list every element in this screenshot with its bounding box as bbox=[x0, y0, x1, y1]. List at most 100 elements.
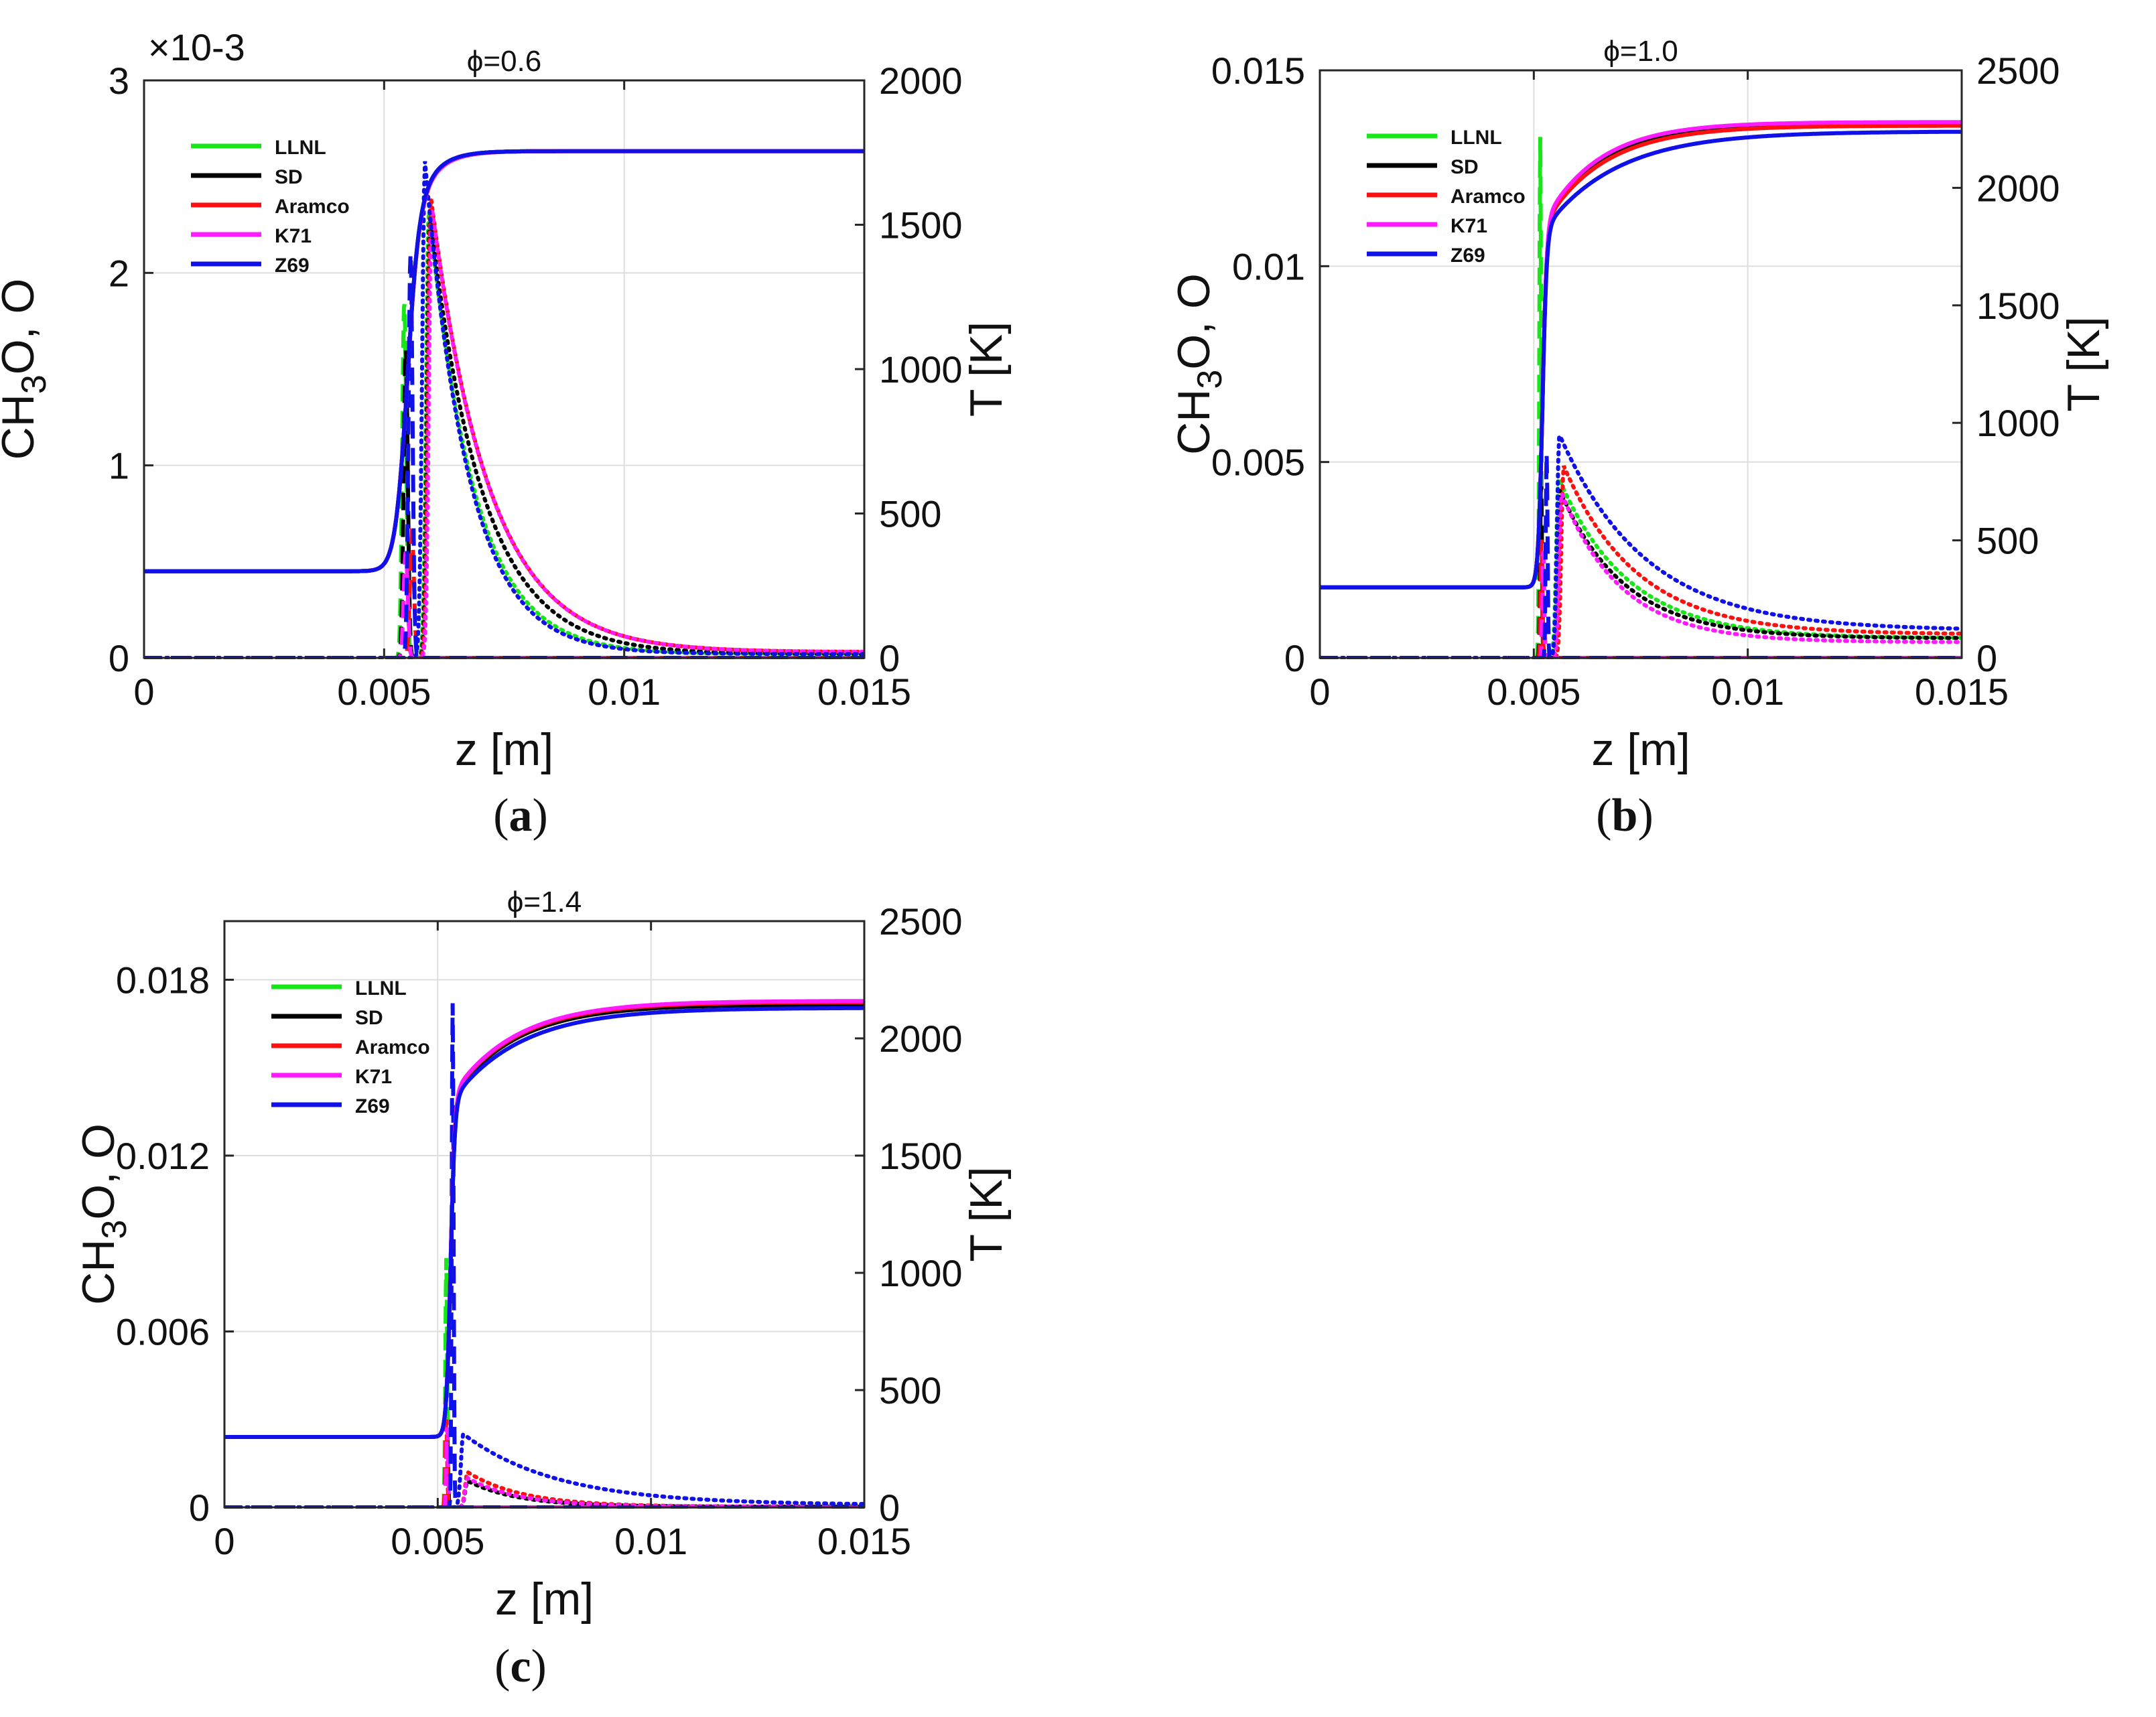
legend-label-z69: Z69 bbox=[1451, 245, 1485, 267]
y-scale-factor: ×10-3 bbox=[148, 26, 245, 68]
legend-label-k71: K71 bbox=[275, 225, 312, 247]
legend-label-llnl: LLNL bbox=[275, 137, 326, 159]
plot-area bbox=[1320, 70, 1962, 658]
panel-caption-paren: ) bbox=[1637, 790, 1653, 841]
y-axis-label-part: O, O bbox=[0, 279, 44, 375]
y2-tick-label: 2500 bbox=[1976, 50, 2060, 92]
legend-label-sd: SD bbox=[275, 166, 303, 188]
x-axis-label: z [m] bbox=[1591, 724, 1690, 775]
ticks: 0 0.005 0.01 0.01500.0060.0120.018050010001… bbox=[116, 900, 963, 1562]
y-tick-label: 0.006 bbox=[116, 1311, 210, 1353]
y2-tick-label: 2000 bbox=[879, 1018, 963, 1060]
x-tick-label: 0.005 bbox=[337, 671, 431, 713]
axes-box bbox=[1319, 69, 1963, 659]
panel-caption-paren: ( bbox=[1596, 790, 1611, 841]
y-tick-label: 3 bbox=[109, 60, 129, 102]
y2-tick-label: 500 bbox=[879, 493, 941, 535]
ticks: 0 0.005 0.01 0.01500.0050.010.0150500100015… bbox=[1211, 50, 2060, 713]
y2-tick-label: 2000 bbox=[879, 60, 963, 102]
chart-title: ϕ=0.6 bbox=[467, 45, 542, 78]
y-axis-label-subscript: 3 bbox=[95, 1220, 134, 1239]
y2-axis-label: T [K] bbox=[961, 1166, 1012, 1261]
legend-label-aramco: Aramco bbox=[275, 196, 350, 218]
panel-caption-letter: b bbox=[1612, 790, 1638, 841]
y-axis-label-part: CH bbox=[73, 1239, 124, 1305]
legend-label-sd: SD bbox=[355, 1007, 383, 1029]
legend-label-aramco: Aramco bbox=[355, 1036, 430, 1058]
y2-tick-label: 500 bbox=[879, 1369, 941, 1412]
y2-tick-label: 2000 bbox=[1976, 167, 2060, 209]
panel-caption-paren: ) bbox=[533, 790, 548, 841]
y-axis-label-subscript: 3 bbox=[15, 374, 54, 394]
y2-tick-label: 0 bbox=[879, 637, 900, 679]
chart-title: ϕ=1.0 bbox=[1603, 35, 1678, 68]
y-axis-label-part: O, O bbox=[73, 1123, 124, 1220]
chart-panel-a: 0 0.005 0.01 0.01501230500100015002000×10-3… bbox=[0, 26, 1012, 841]
x-tick-label: 0 bbox=[133, 671, 154, 713]
panel-caption-paren: ( bbox=[493, 790, 509, 841]
y2-tick-label: 2500 bbox=[879, 900, 963, 943]
panel-caption-letter: c bbox=[510, 1641, 531, 1692]
legend-label-k71: K71 bbox=[355, 1066, 392, 1088]
legend: LLNL SD Aramco K71 Z69 bbox=[271, 977, 430, 1117]
chart-title: ϕ=1.4 bbox=[507, 886, 582, 918]
y-tick-label: 0 bbox=[1284, 637, 1305, 679]
grid bbox=[224, 921, 864, 1507]
y-tick-label: 0.012 bbox=[116, 1135, 210, 1177]
y2-tick-label: 0 bbox=[879, 1487, 900, 1529]
y-tick-label: 0.01 bbox=[1232, 245, 1305, 287]
y-axis-label: CH3O, O bbox=[1168, 273, 1229, 455]
x-tick-label: 0.005 bbox=[1487, 671, 1580, 713]
y-tick-label: 0 bbox=[189, 1487, 210, 1529]
panel-caption-letter: a bbox=[509, 790, 533, 841]
legend-label-aramco: Aramco bbox=[1451, 186, 1526, 208]
legend: LLNL SD Aramco K71 Z69 bbox=[1367, 127, 1526, 267]
y2-tick-label: 1000 bbox=[879, 348, 963, 391]
legend-label-sd: SD bbox=[1451, 156, 1479, 178]
legend: LLNL SD Aramco K71 Z69 bbox=[191, 137, 350, 277]
x-tick-label: 0.005 bbox=[391, 1520, 484, 1562]
series-z69-temperature-line bbox=[1320, 129, 1962, 590]
legend-label-llnl: LLNL bbox=[355, 977, 407, 1000]
chart-panel-c: 0 0.005 0.01 0.01500.0060.0120.018050010001… bbox=[73, 886, 1012, 1692]
panel-caption: (b) bbox=[1596, 790, 1654, 841]
y-axis-label-part: CH bbox=[1168, 389, 1219, 455]
y-axis-label-subscript: 3 bbox=[1191, 370, 1229, 389]
legend-label-z69: Z69 bbox=[275, 255, 310, 277]
grid bbox=[1320, 70, 1962, 658]
x-tick-label: 0.015 bbox=[1915, 671, 2009, 713]
y2-tick-label: 1500 bbox=[1976, 285, 2060, 327]
y-tick-label: 2 bbox=[109, 252, 129, 294]
y-axis-label: CH3O, O bbox=[0, 279, 54, 460]
y2-tick-label: 1500 bbox=[879, 1135, 963, 1177]
x-axis-label: z [m] bbox=[455, 724, 553, 775]
x-axis-label: z [m] bbox=[495, 1574, 594, 1625]
plot-area bbox=[224, 921, 864, 1507]
plot-area bbox=[144, 80, 864, 658]
y2-tick-label: 1000 bbox=[1976, 402, 2060, 444]
panel-caption-paren: ) bbox=[531, 1641, 547, 1692]
y-tick-label: 0.018 bbox=[116, 959, 210, 1002]
chart-panel-b: 0 0.005 0.01 0.01500.0050.010.0150500100015… bbox=[1168, 35, 2109, 841]
x-tick-label: 0.01 bbox=[614, 1520, 687, 1562]
axes-box bbox=[223, 920, 866, 1509]
y-axis-label: CH3O, O bbox=[73, 1123, 134, 1305]
y-tick-label: 0.005 bbox=[1211, 441, 1305, 484]
x-tick-label: 0.015 bbox=[817, 671, 911, 713]
series-z69-temperature-line bbox=[224, 1006, 864, 1439]
series-z69-temperature-line bbox=[144, 149, 864, 573]
y2-tick-label: 1000 bbox=[879, 1252, 963, 1294]
y2-axis-label: T [K] bbox=[2058, 316, 2109, 411]
legend-label-z69: Z69 bbox=[355, 1095, 390, 1117]
y2-tick-label: 1500 bbox=[879, 204, 963, 247]
y-tick-label: 0 bbox=[109, 637, 129, 679]
y2-axis-label: T [K] bbox=[961, 322, 1012, 417]
y2-tick-label: 0 bbox=[1976, 637, 1997, 679]
x-tick-label: 0 bbox=[214, 1520, 234, 1562]
x-tick-label: 0 bbox=[1309, 671, 1330, 713]
y-axis-label-part: CH bbox=[0, 394, 44, 460]
y-tick-label: 1 bbox=[109, 445, 129, 487]
